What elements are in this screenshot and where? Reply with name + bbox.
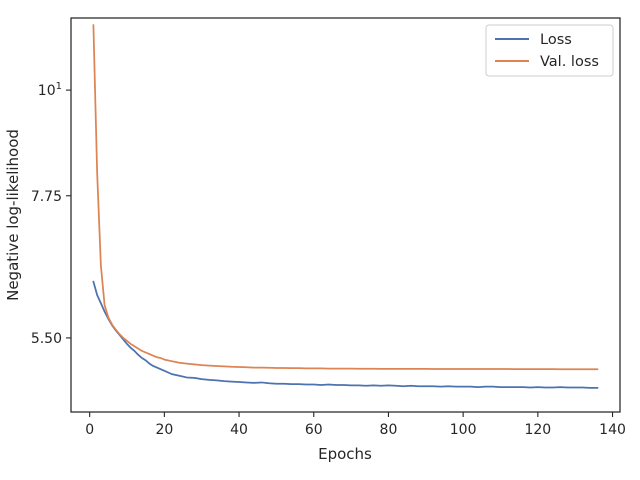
plot-area-frame xyxy=(70,17,621,413)
y-axis-ticks: 101 7.75 5.50 xyxy=(31,81,71,347)
x-tick-label: 140 xyxy=(599,422,626,438)
x-tick-label: 0 xyxy=(85,422,94,438)
y-axis-label: Negative log-likelihood xyxy=(4,129,22,301)
series-line-loss xyxy=(92,280,599,389)
x-tick-label: 20 xyxy=(155,422,173,438)
x-tick-label: 100 xyxy=(450,422,477,438)
legend: Loss Val. loss xyxy=(485,24,614,77)
legend-label-val-loss: Val. loss xyxy=(540,54,599,70)
x-tick-label: 120 xyxy=(524,422,551,438)
y-tick-label: 5.50 xyxy=(31,331,62,347)
y-tick-label: 7.75 xyxy=(31,189,62,205)
x-tick-label: 40 xyxy=(230,422,248,438)
y-tick-label: 101 xyxy=(38,81,62,99)
x-axis-ticks: 0 20 40 60 80 100 120 140 xyxy=(85,412,626,438)
series-lines xyxy=(92,24,599,389)
legend-box xyxy=(485,24,614,77)
x-axis-label: Epochs xyxy=(318,445,372,463)
series-line-val-loss xyxy=(92,24,599,371)
legend-label-loss: Loss xyxy=(540,32,572,48)
x-tick-label: 80 xyxy=(380,422,398,438)
x-tick-label: 60 xyxy=(305,422,323,438)
